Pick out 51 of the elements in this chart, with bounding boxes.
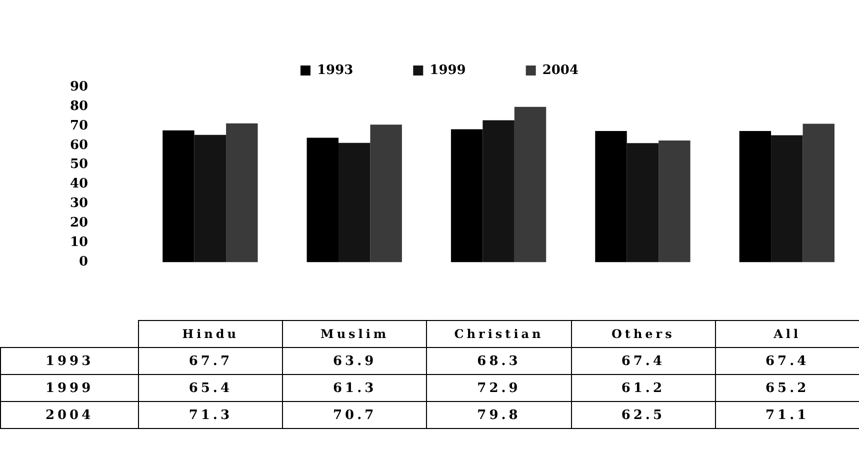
data-label: 71.1 bbox=[715, 402, 859, 428]
legend-label: 1999 bbox=[430, 62, 466, 78]
data-label: 71.3 bbox=[138, 402, 283, 428]
data-label: 63.9 bbox=[282, 348, 427, 374]
bar bbox=[450, 129, 483, 262]
legend-label: 2004 bbox=[542, 62, 579, 78]
x-tick-label: Muslim bbox=[282, 320, 427, 348]
y-tick-label: 20 bbox=[70, 216, 88, 231]
bar bbox=[306, 138, 339, 262]
bar bbox=[802, 124, 834, 262]
bar bbox=[658, 140, 690, 262]
x-tick-label: Others bbox=[571, 320, 716, 348]
bar bbox=[771, 135, 803, 262]
data-label: 67.4 bbox=[715, 348, 859, 374]
bar bbox=[194, 134, 226, 262]
text: 1993 bbox=[45, 354, 94, 368]
bar bbox=[338, 142, 370, 262]
data-label: 79.8 bbox=[426, 402, 572, 428]
y-tick-label: 50 bbox=[70, 157, 88, 172]
y-tick-label: 70 bbox=[70, 118, 88, 134]
bar bbox=[162, 130, 194, 262]
bar bbox=[370, 124, 402, 262]
y-tick-label: 30 bbox=[70, 196, 88, 212]
y-tick-label: 40 bbox=[70, 176, 88, 192]
bar bbox=[626, 143, 659, 262]
bar bbox=[739, 130, 772, 262]
data-label: 61.3 bbox=[282, 374, 427, 402]
y-tick-label: 90 bbox=[70, 79, 88, 94]
data-label: 70.7 bbox=[282, 402, 427, 428]
text: 2004 bbox=[45, 408, 94, 422]
x-tick-label: Christian bbox=[426, 320, 572, 348]
data-label: 68.3 bbox=[426, 348, 572, 374]
legend-label: 1993 bbox=[316, 62, 354, 78]
data-label: 67.7 bbox=[138, 348, 283, 374]
text: 1999 bbox=[45, 380, 94, 396]
data-label: 61.2 bbox=[571, 374, 716, 402]
data-label: 72.9 bbox=[426, 374, 572, 402]
y-tick-label: 0 bbox=[79, 254, 88, 270]
bar bbox=[595, 130, 627, 262]
data-label: 67.4 bbox=[571, 348, 716, 374]
bar bbox=[226, 123, 258, 262]
y-tick-label: 60 bbox=[70, 138, 88, 153]
y-tick-label: 80 bbox=[70, 98, 88, 114]
data-label: 62.5 bbox=[571, 402, 716, 428]
x-tick-label: Hindu bbox=[138, 320, 283, 348]
data-label: 65.2 bbox=[715, 374, 859, 402]
x-tick-label: All bbox=[715, 320, 859, 348]
y-tick-label: 10 bbox=[70, 235, 88, 250]
bar bbox=[514, 106, 546, 262]
data-label: 65.4 bbox=[138, 374, 283, 402]
bar bbox=[482, 120, 514, 262]
